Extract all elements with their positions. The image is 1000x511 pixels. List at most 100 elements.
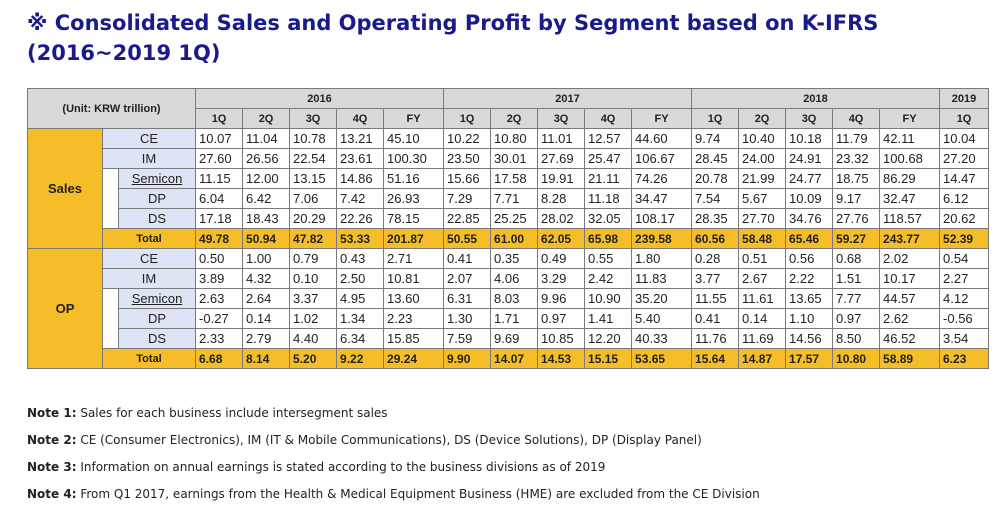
table-cell: 10.80 (490, 128, 539, 149)
table-cell: 5.40 (631, 308, 693, 329)
table-cell: 2.27 (939, 268, 990, 289)
table-cell: 23.61 (336, 148, 385, 169)
table-cell: 2.64 (242, 288, 291, 309)
table-cell: 100.30 (383, 148, 445, 169)
table-cell: 44.60 (631, 128, 693, 149)
total-cell: 52.39 (939, 228, 990, 249)
period-header: 2Q (738, 108, 787, 129)
indent-cell (102, 288, 119, 349)
total-row: Total 49.78 50.94 47.82 53.33 201.87 50.55 61.0… (28, 228, 990, 249)
table-cell: -0.27 (195, 308, 244, 329)
segment-label: CE (101, 128, 197, 149)
table-cell: 0.79 (289, 248, 338, 269)
table-cell: 25.25 (490, 208, 539, 229)
segment-label: CE (101, 248, 197, 269)
table-cell: 0.28 (691, 248, 740, 269)
total-cell: 58.89 (879, 348, 941, 369)
table-cell: 21.11 (584, 168, 633, 189)
notes: Note 1: Sales for each business include … (27, 400, 987, 508)
table-cell: 26.93 (383, 188, 445, 209)
total-cell: 239.58 (631, 228, 693, 249)
table-cell: 1.00 (242, 248, 291, 269)
table-cell: 2.07 (443, 268, 492, 289)
table-cell: 10.04 (939, 128, 990, 149)
segment-table: (Unit: KRW trillion) 2016 2017 2018 2019… (26, 88, 990, 369)
table-cell: 28.02 (537, 208, 586, 229)
table-cell: 1.02 (289, 308, 338, 329)
table-cell: 6.42 (242, 188, 291, 209)
note-item: Note 3: Information on annual earnings i… (27, 454, 987, 481)
table-cell: 0.49 (537, 248, 586, 269)
table-cell: 24.91 (785, 148, 834, 169)
total-cell: 62.05 (537, 228, 586, 249)
table-cell: 2.22 (785, 268, 834, 289)
table-cell: 8.50 (832, 328, 881, 349)
total-cell: 47.82 (289, 228, 338, 249)
segment-label: DS (117, 208, 197, 229)
table-cell: 17.58 (490, 168, 539, 189)
table-cell: 1.71 (490, 308, 539, 329)
table-cell: 18.43 (242, 208, 291, 229)
table-cell: 22.85 (443, 208, 492, 229)
table-cell: 23.32 (832, 148, 881, 169)
table-cell: 2.42 (584, 268, 633, 289)
table-cell: 27.70 (738, 208, 787, 229)
page-title: ※ Consolidated Sales and Operating Profi… (27, 11, 879, 65)
table-cell: 7.42 (336, 188, 385, 209)
table-cell: 0.35 (490, 248, 539, 269)
total-cell: 29.24 (383, 348, 445, 369)
table-cell: 20.29 (289, 208, 338, 229)
table-cell: 6.34 (336, 328, 385, 349)
table-cell: 0.14 (242, 308, 291, 329)
table-cell: 24.00 (738, 148, 787, 169)
total-cell: 58.48 (738, 228, 787, 249)
total-cell: 50.55 (443, 228, 492, 249)
table-cell: 9.69 (490, 328, 539, 349)
note-item: Note 4: From Q1 2017, earnings from the … (27, 481, 987, 508)
table-cell: 4.06 (490, 268, 539, 289)
table-cell: 8.28 (537, 188, 586, 209)
table-cell: 0.54 (939, 248, 990, 269)
period-header: 4Q (336, 108, 385, 129)
table-cell: 4.12 (939, 288, 990, 309)
table-cell: 4.95 (336, 288, 385, 309)
table-cell: 10.22 (443, 128, 492, 149)
table-cell: 14.56 (785, 328, 834, 349)
indent-cell (102, 168, 119, 229)
table-row: IM 3.89 4.32 0.10 2.50 10.81 2.07 4.06 3.29 2.42 1… (28, 268, 990, 289)
table-cell: 2.02 (879, 248, 941, 269)
table-cell: 28.35 (691, 208, 740, 229)
table-cell: 2.71 (383, 248, 445, 269)
table-cell: 27.60 (195, 148, 244, 169)
year-header: 2016 (195, 88, 445, 109)
year-header: 2018 (691, 88, 941, 109)
total-cell: 6.23 (939, 348, 990, 369)
table-cell: 32.05 (584, 208, 633, 229)
table-cell: 0.43 (336, 248, 385, 269)
table-cell: 14.86 (336, 168, 385, 189)
period-header: FY (879, 108, 941, 129)
segment-label: DP (117, 188, 197, 209)
table-cell: 100.68 (879, 148, 941, 169)
table-cell: 74.26 (631, 168, 693, 189)
table-cell: 11.79 (832, 128, 881, 149)
year-header: 2019 (939, 88, 990, 109)
table-cell: 10.18 (785, 128, 834, 149)
table-cell: 1.10 (785, 308, 834, 329)
note-text: Information on annual earnings is stated… (80, 460, 606, 474)
table-cell: 11.55 (691, 288, 740, 309)
table-cell: 34.47 (631, 188, 693, 209)
total-cell: 9.22 (336, 348, 385, 369)
note-item: Note 1: Sales for each business include … (27, 400, 987, 427)
table-cell: 2.67 (738, 268, 787, 289)
table-cell: 27.69 (537, 148, 586, 169)
period-header: 1Q (443, 108, 492, 129)
table-cell: 7.54 (691, 188, 740, 209)
total-cell: 50.94 (242, 228, 291, 249)
table-row: DS 2.33 2.79 4.40 6.34 15.85 7.59 9.69 10.85 12.2… (28, 328, 990, 349)
table-cell: 12.20 (584, 328, 633, 349)
table-cell: 10.17 (879, 268, 941, 289)
table-cell: 27.20 (939, 148, 990, 169)
table-row: DS 17.18 18.43 20.29 22.26 78.15 22.85 25.25 28.… (28, 208, 990, 229)
total-cell: 53.33 (336, 228, 385, 249)
